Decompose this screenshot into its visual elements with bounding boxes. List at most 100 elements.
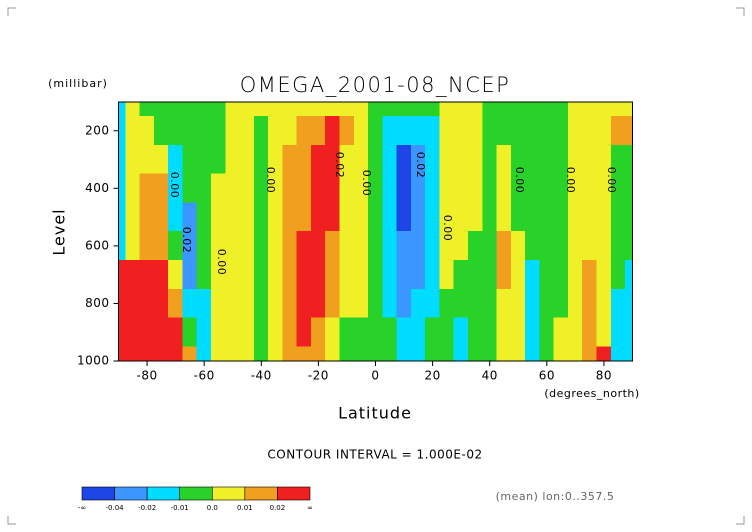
contour-cell: [396, 173, 412, 204]
contour-label: 0.02: [414, 152, 427, 179]
chart-title: OMEGA_2001-08_NCEP: [240, 73, 511, 97]
contour-cell: [353, 144, 369, 175]
contour-cell: [268, 173, 283, 204]
contour-cell: [468, 202, 483, 232]
contour-cell: [410, 288, 426, 319]
contour-cell: [118, 116, 126, 146]
contour-cell: [539, 259, 555, 290]
contour-cell: [168, 317, 184, 347]
contour-cell: [396, 202, 412, 232]
contour-cell: [353, 231, 369, 261]
contour-cell: [410, 101, 426, 117]
contour-cell: [239, 116, 255, 146]
contour-cell: [482, 346, 498, 362]
contour-cell: [510, 202, 526, 232]
contour-cell: [139, 101, 155, 117]
contour-cell: [368, 317, 383, 347]
contour-cell: [382, 202, 398, 232]
contour-cell: [582, 231, 598, 261]
contour-cell: [296, 346, 312, 362]
x-axis-label: Latitude: [338, 404, 412, 423]
contour-cell: [182, 231, 198, 261]
contour-cell: [211, 116, 226, 146]
contour-cell: [353, 317, 369, 347]
contour-cell: [196, 259, 212, 290]
contour-cell: [268, 101, 283, 117]
contour-cell: [368, 231, 383, 261]
colorbar-swatch: [114, 486, 148, 501]
contour-cell: [453, 231, 469, 261]
contour-label: 0.00: [168, 172, 181, 199]
contour-cell: [325, 101, 341, 117]
contour-cell: [525, 202, 540, 232]
contour-cell: [225, 317, 241, 347]
contour-cell: [368, 101, 383, 117]
y-tick-label: 600: [85, 238, 109, 252]
contour-cell: [510, 231, 526, 261]
contour-cell: [596, 144, 612, 175]
contour-cell: [282, 231, 298, 261]
contour-cell: [553, 346, 569, 362]
contour-cell: [239, 144, 255, 175]
contour-cell: [118, 288, 126, 319]
contour-cell: [225, 116, 241, 146]
contour-cell: [596, 346, 612, 362]
contour-cell: [310, 144, 326, 175]
contour-cell: [296, 202, 312, 232]
contour-cell: [353, 259, 369, 290]
contour-cell: [325, 144, 341, 175]
contour-cell: [182, 202, 198, 232]
contour-cell: [339, 288, 355, 319]
contour-cell: [525, 101, 540, 117]
contour-cell: [325, 173, 341, 204]
contour-cell: [482, 116, 498, 146]
contour-cell: [225, 101, 241, 117]
contour-cell: [582, 116, 598, 146]
contour-cell: [296, 144, 312, 175]
contour-cell: [610, 288, 626, 319]
contour-cell: [310, 231, 326, 261]
contour-cell: [339, 144, 355, 175]
colorbar-label: ∞: [307, 504, 313, 512]
contour-label: 0.00: [513, 167, 526, 194]
contour-cell: [282, 116, 298, 146]
contour-cell: [453, 317, 469, 347]
contour-cell: [325, 346, 341, 362]
contour-cell: [339, 173, 355, 204]
contour-cell: [382, 173, 398, 204]
contour-cell: [125, 173, 141, 204]
contour-cell: [139, 231, 155, 261]
contour-cell: [139, 173, 155, 204]
contour-cell: [239, 317, 255, 347]
contour-cell: [625, 231, 633, 261]
contour-cell: [410, 346, 426, 362]
contour-cell: [525, 259, 540, 290]
contour-cell: [396, 231, 412, 261]
contour-cell: [168, 116, 184, 146]
contour-cell: [396, 346, 412, 362]
contour-cell: [425, 202, 441, 232]
contour-cell: [168, 202, 184, 232]
contour-cell: [168, 144, 184, 175]
y-axis-label: Level: [50, 208, 69, 255]
contour-cell: [211, 202, 226, 232]
contour-cell: [468, 346, 483, 362]
contour-cell: [125, 144, 141, 175]
contour-cell: [239, 288, 255, 319]
contour-cell: [510, 346, 526, 362]
contour-cell: [410, 259, 426, 290]
contour-cell: [268, 259, 283, 290]
contour-cell: [268, 317, 283, 347]
contour-cell: [410, 144, 426, 175]
contour-cell: [425, 317, 441, 347]
x-tick-label: 40: [482, 369, 498, 383]
contour-cell: [510, 101, 526, 117]
contour-cell: [296, 231, 312, 261]
contour-cell: [425, 288, 441, 319]
contour-cell: [339, 202, 355, 232]
contour-cell: [382, 101, 398, 117]
contour-cell: [610, 173, 626, 204]
contour-cell: [453, 202, 469, 232]
contour-cell: [268, 346, 283, 362]
contour-cell: [468, 317, 483, 347]
